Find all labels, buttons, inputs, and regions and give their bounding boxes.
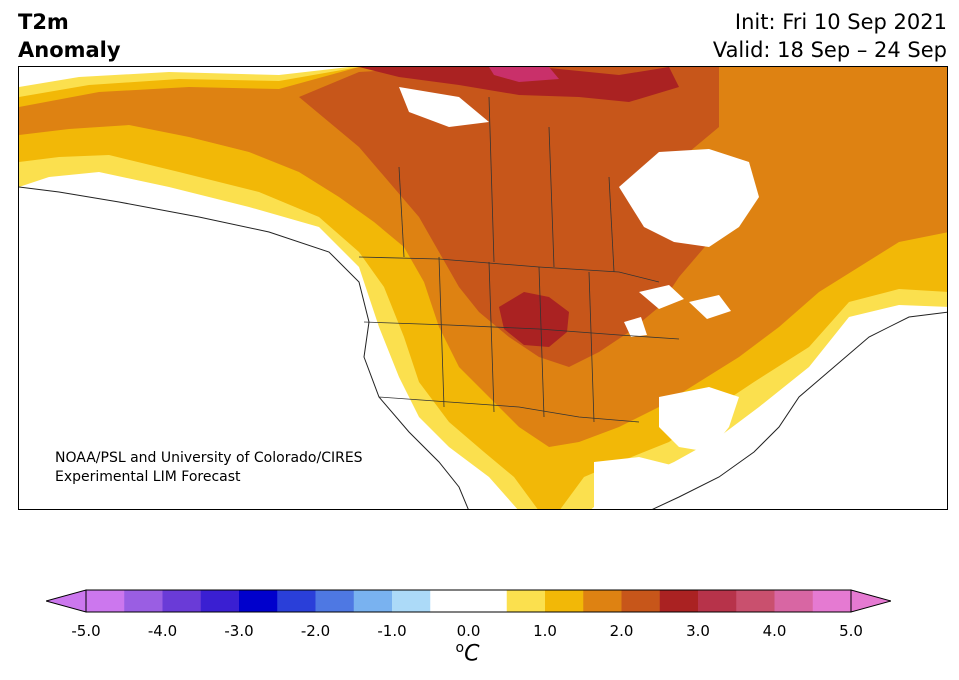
colorbar-extend-high xyxy=(850,589,893,613)
colorbar-swatch xyxy=(86,590,125,612)
colorbar-swatch xyxy=(468,590,508,612)
colorbar-tick-label: -1.0 xyxy=(377,622,407,640)
gulf-of-mexico xyxy=(594,457,699,509)
credit-line-2: Experimental LIM Forecast xyxy=(55,469,241,485)
colorbar-swatch xyxy=(506,590,546,612)
colorbar-tick-label: -4.0 xyxy=(147,622,178,640)
title-metric: Anomaly xyxy=(18,38,121,62)
anomaly-zone-3c-central xyxy=(499,292,569,347)
colorbar-swatch xyxy=(162,590,202,612)
colorbar-tick-label: 0.0 xyxy=(456,622,481,640)
colorbar-tick-label: 4.0 xyxy=(762,622,787,640)
colorbar-swatch xyxy=(545,590,584,612)
anomaly-zone-2_5c xyxy=(299,67,719,367)
great-lakes xyxy=(624,285,731,337)
anomaly-zone-3c-arctic xyxy=(359,67,679,102)
colorbar-swatch xyxy=(277,590,316,612)
hudson-bay xyxy=(619,149,759,247)
colorbar-ticks: -5.0 -4.0 -3.0 -2.0 -1.0 0.0 1.0 2.0 3.0 4.0 5.0 xyxy=(0,622,959,642)
colorbar-swatch xyxy=(315,590,355,612)
political-boundaries xyxy=(358,96,680,423)
colorbar-swatch xyxy=(124,590,163,612)
valid-range: Valid: 18 Sep – 24 Sep xyxy=(712,38,947,62)
colorbar-tick-label: 2.0 xyxy=(609,622,634,640)
init-date: Init: Fri 10 Sep 2021 xyxy=(734,10,947,34)
colorbar-swatch xyxy=(392,590,431,612)
colorbar-tick-label: 1.0 xyxy=(533,622,557,640)
colorbar-tick-label: -2.0 xyxy=(300,622,331,640)
colorbar-frame xyxy=(85,589,852,613)
colorbar-extend-low xyxy=(44,589,87,613)
colorbar-swatch xyxy=(774,590,814,612)
date-block: Init: Fri 10 Sep 2021 Valid: 18 Sep – 24… xyxy=(713,8,947,64)
colorbar-unit: oC xyxy=(0,640,935,666)
colorbar-tick-label: -5.0 xyxy=(71,622,101,640)
coastlines xyxy=(19,186,947,509)
colorbar-swatch xyxy=(353,590,393,612)
anomaly-map xyxy=(18,66,948,510)
title-variable: T2m xyxy=(18,10,69,34)
colorbar-tick-label: 3.0 xyxy=(686,622,710,640)
colorbar-swatch xyxy=(659,590,699,612)
colorbar-tick-label: 5.0 xyxy=(839,622,863,640)
colorbar-swatch xyxy=(239,590,278,612)
colorbar-swatch xyxy=(621,590,661,612)
southeast-us-neutral xyxy=(659,387,739,452)
anomaly-zone-3_5c-arctic xyxy=(489,67,559,82)
title-block: T2m Anomaly xyxy=(18,8,121,64)
degree-symbol: o xyxy=(455,640,465,656)
credit-text: NOAA/PSL and University of Colorado/CIRE… xyxy=(55,449,363,487)
colorbar-swatch xyxy=(583,590,622,612)
unit-letter: C xyxy=(464,641,480,667)
colorbar-swatch xyxy=(200,590,240,612)
atlantic-ocean xyxy=(653,312,947,509)
pacific-ocean xyxy=(19,187,469,509)
credit-line-1: NOAA/PSL and University of Colorado/CIRE… xyxy=(55,450,363,466)
colorbar-swatch xyxy=(698,590,737,612)
colorbar-swatch xyxy=(812,590,852,612)
arctic-water xyxy=(399,87,489,127)
colorbar-tick-label: -3.0 xyxy=(224,622,254,640)
colorbar xyxy=(44,588,893,618)
colorbar-swatch xyxy=(430,590,469,612)
colorbar-swatch xyxy=(736,590,775,612)
